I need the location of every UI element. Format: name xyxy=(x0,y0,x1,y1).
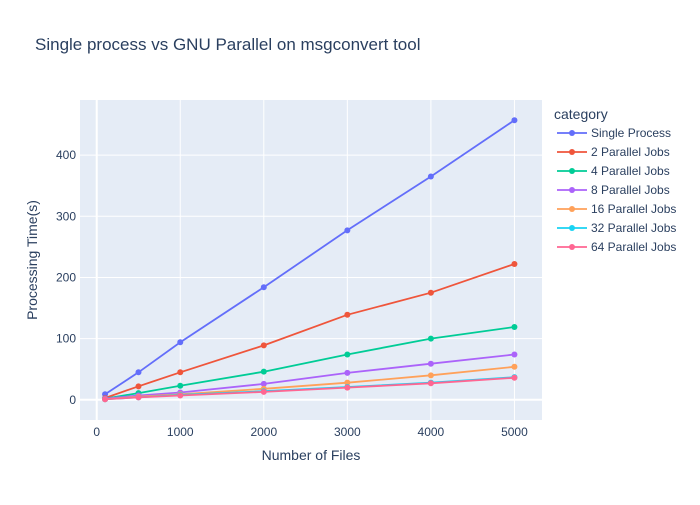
data-point xyxy=(260,368,267,375)
data-point xyxy=(102,396,109,403)
data-point xyxy=(135,394,142,401)
y-tick-label: 400 xyxy=(56,148,76,162)
x-axis-label: Number of Files xyxy=(262,447,361,463)
data-point xyxy=(344,311,351,318)
data-point xyxy=(344,351,351,358)
legend: category Single Process 2 Parallel Jobs 4 … xyxy=(554,106,676,254)
data-point xyxy=(344,227,351,234)
data-point xyxy=(427,173,434,180)
axis-ticks: 0 1000 2000 3000 4000 5000 0 100 200 300 400 xyxy=(56,148,528,439)
data-point xyxy=(135,369,142,376)
data-point xyxy=(511,260,518,267)
x-tick-label: 0 xyxy=(93,425,100,439)
legend-title: category xyxy=(554,106,608,122)
data-point xyxy=(260,380,267,387)
legend-swatch-marker xyxy=(569,168,575,174)
y-tick-label: 100 xyxy=(56,332,76,346)
data-point xyxy=(177,392,184,399)
y-axis-label: Processing Time(s) xyxy=(24,200,40,320)
data-point xyxy=(427,289,434,296)
x-tick-label: 1000 xyxy=(167,425,194,439)
data-point xyxy=(427,360,434,367)
x-tick-label: 3000 xyxy=(334,425,361,439)
legend-item-label: 4 Parallel Jobs xyxy=(591,164,670,178)
data-point xyxy=(135,383,142,390)
data-point xyxy=(427,380,434,387)
data-point xyxy=(511,363,518,370)
legend-swatch-marker xyxy=(569,187,575,193)
data-point xyxy=(344,369,351,376)
legend-swatch-marker xyxy=(569,130,575,136)
gridlines xyxy=(80,100,542,420)
x-tick-label: 2000 xyxy=(250,425,277,439)
legend-swatch-marker xyxy=(569,206,575,212)
data-point xyxy=(177,339,184,346)
data-point xyxy=(260,388,267,395)
legend-item-label: 64 Parallel Jobs xyxy=(591,240,676,254)
legend-item-label: 2 Parallel Jobs xyxy=(591,145,670,159)
legend-item-label: 8 Parallel Jobs xyxy=(591,183,670,197)
data-point xyxy=(260,284,267,291)
data-point xyxy=(344,379,351,386)
legend-item-label: Single Process xyxy=(591,126,671,140)
data-point xyxy=(427,372,434,379)
y-tick-label: 0 xyxy=(69,393,76,407)
data-point xyxy=(511,374,518,381)
series-group xyxy=(102,117,518,403)
data-point xyxy=(427,335,434,342)
data-point xyxy=(511,117,518,124)
data-point xyxy=(177,369,184,376)
data-point xyxy=(511,323,518,330)
legend-item-label: 16 Parallel Jobs xyxy=(591,202,676,216)
data-point xyxy=(344,384,351,391)
data-point xyxy=(260,342,267,349)
data-point xyxy=(511,351,518,358)
x-tick-label: 5000 xyxy=(501,425,528,439)
x-tick-label: 4000 xyxy=(418,425,445,439)
y-tick-label: 200 xyxy=(56,270,76,284)
chart-title: Single process vs GNU Parallel on msgcon… xyxy=(35,35,421,54)
data-point xyxy=(177,382,184,389)
y-tick-label: 300 xyxy=(56,209,76,223)
legend-swatch-marker xyxy=(569,225,575,231)
legend-item-label: 32 Parallel Jobs xyxy=(591,221,676,235)
legend-swatch-marker xyxy=(569,244,575,250)
legend-swatch-marker xyxy=(569,149,575,155)
